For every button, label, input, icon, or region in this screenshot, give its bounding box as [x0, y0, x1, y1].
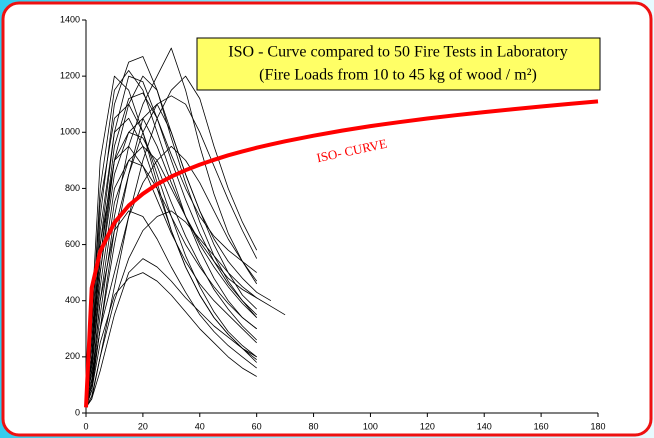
y-tick-label: 800: [65, 183, 80, 193]
x-tick-label: 140: [477, 421, 492, 431]
series-line: [85, 75, 257, 408]
x-tick-label: 160: [534, 421, 549, 431]
series-line: [85, 56, 258, 408]
series-line: [85, 145, 257, 408]
x-tick-label: 0: [83, 421, 88, 431]
series-line: [84, 99, 599, 408]
y-tick-label: 600: [65, 239, 80, 249]
y-tick-label: 1000: [60, 127, 80, 137]
series-line: [85, 210, 257, 408]
y-tick-label: 400: [65, 295, 80, 305]
series-line: [85, 145, 258, 408]
x-tick-label: 120: [420, 421, 435, 431]
series-line: [85, 117, 286, 408]
y-tick-label: 0: [75, 407, 80, 417]
x-tick-label: 20: [138, 421, 148, 431]
series-line: [85, 75, 258, 408]
series-line: [85, 47, 258, 408]
y-tick-label: 1200: [60, 71, 80, 81]
x-tick-label: 180: [590, 421, 605, 431]
chart-subtitle: (Fire Loads from 10 to 45 kg of wood / m…: [259, 67, 537, 84]
y-tick-label: 1400: [60, 14, 80, 24]
series-line: [85, 92, 257, 408]
title-box: [196, 37, 601, 91]
series-line: [85, 103, 272, 408]
series-line: [85, 75, 257, 408]
x-tick-label: 80: [309, 421, 319, 431]
plot-area: 0 200 400 600 800 1000 1200 1400 0 20 40 60 80 100 120…: [60, 14, 606, 431]
x-tick-label: 40: [195, 421, 205, 431]
x-tick-label: 100: [363, 421, 378, 431]
series-line: [85, 272, 257, 408]
chart-title: ISO - Curve compared to 50 Fire Tests in…: [228, 44, 567, 61]
series-line: [85, 160, 257, 408]
series-line: [85, 103, 257, 408]
y-tick-label: 200: [65, 351, 80, 361]
series-line: [85, 145, 257, 408]
x-tick-label: 60: [252, 421, 262, 431]
series-line: [85, 258, 257, 408]
series-line: [85, 210, 257, 408]
